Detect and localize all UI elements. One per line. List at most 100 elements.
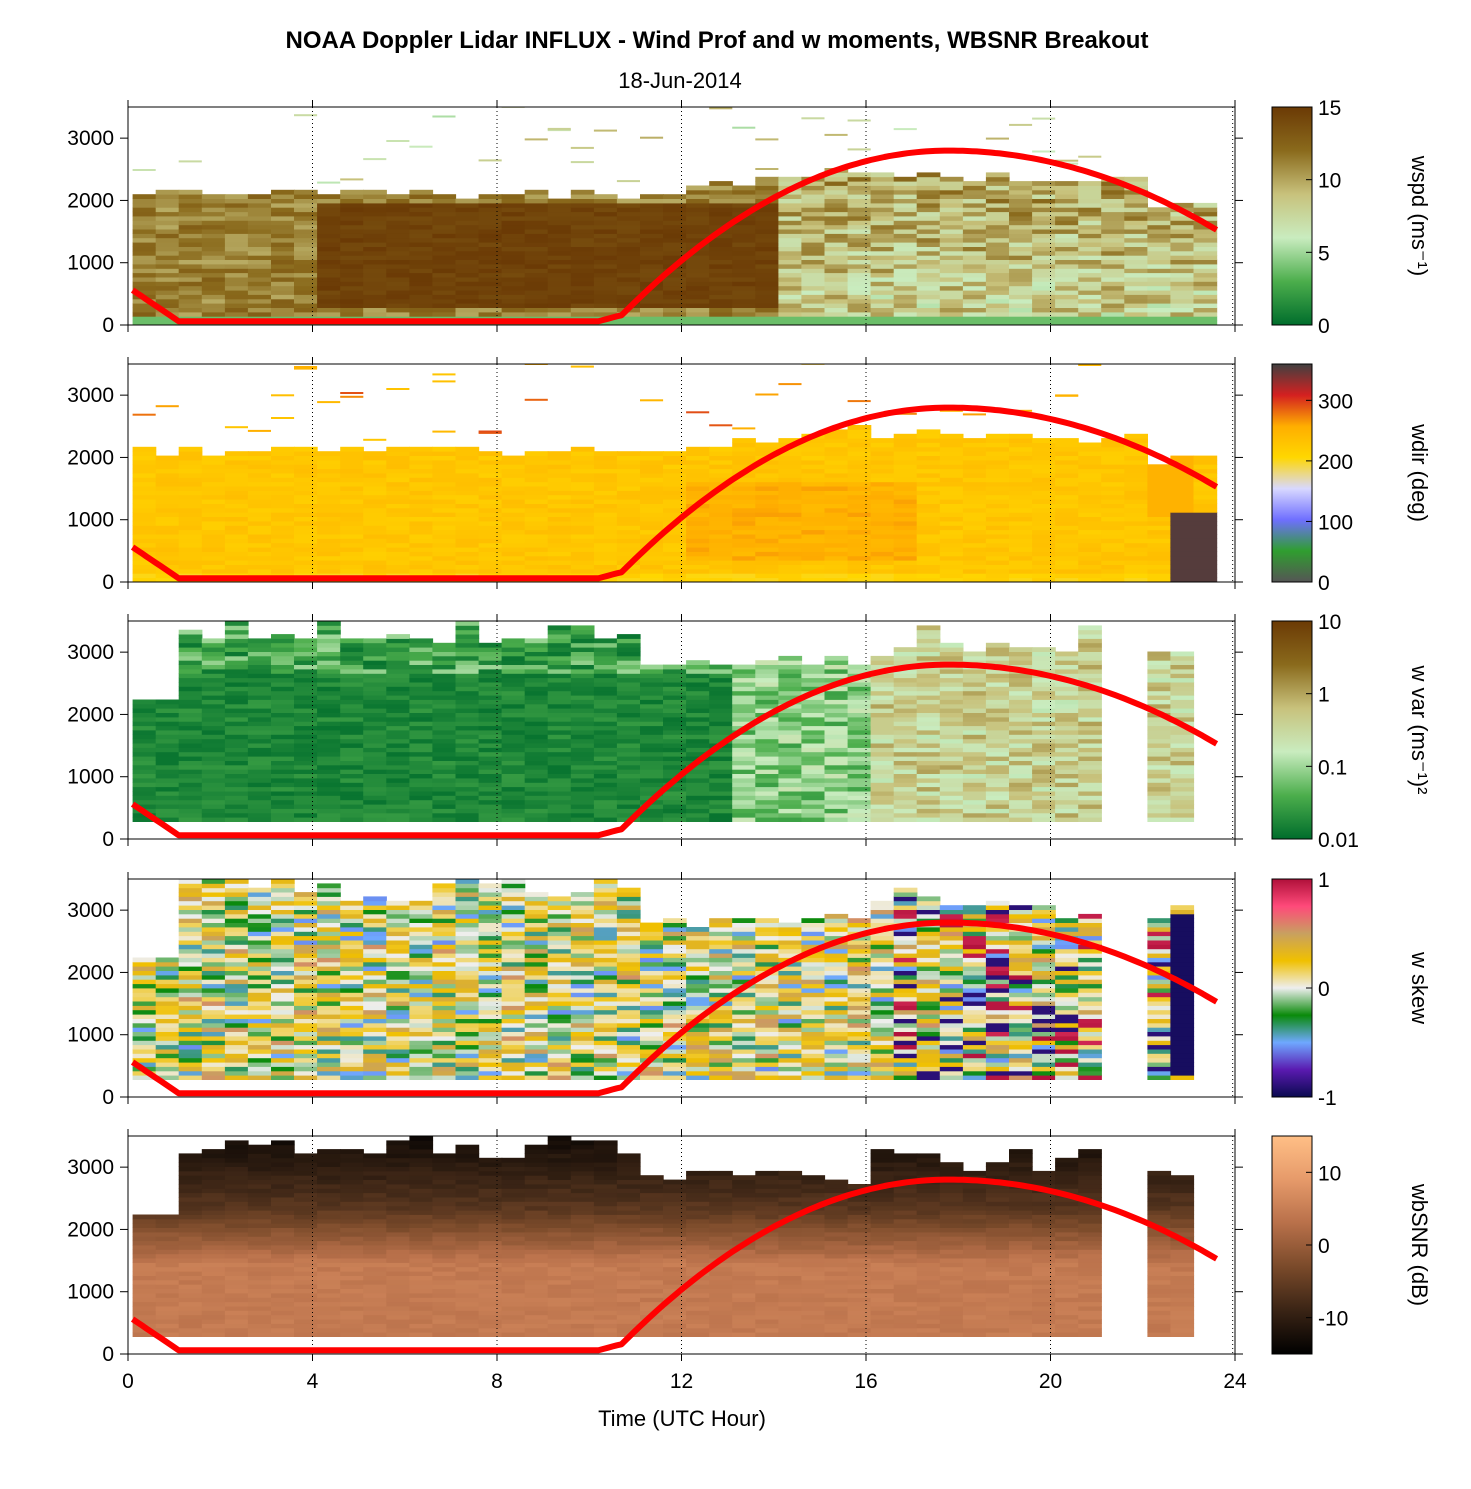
heatmap-cell <box>178 791 203 796</box>
heatmap-cell <box>1147 769 1172 774</box>
heatmap-cell <box>939 290 964 295</box>
heatmap-cell <box>478 747 503 753</box>
heatmap-cell <box>409 686 434 692</box>
heatmap-cell <box>962 804 987 809</box>
heatmap-cell <box>755 738 779 744</box>
heatmap-cell <box>640 136 664 139</box>
heatmap-cell <box>1147 812 1172 818</box>
heatmap-cell <box>386 673 410 679</box>
heatmap-cell <box>778 817 803 822</box>
heatmap-cell <box>593 246 618 252</box>
heatmap-cell <box>340 564 364 570</box>
heatmap-cell <box>247 712 272 718</box>
heatmap-cell <box>432 564 457 570</box>
heatmap-cell <box>616 264 641 269</box>
heatmap-cell <box>1078 494 1102 500</box>
heatmap-cell <box>432 808 457 814</box>
heatmap-cell <box>778 738 803 744</box>
heatmap-cell <box>1055 551 1079 557</box>
heatmap-cell <box>640 451 664 456</box>
heatmap-cell <box>962 499 987 504</box>
heatmap-cell <box>755 281 779 287</box>
heatmap-cell <box>363 791 387 796</box>
heatmap-cell <box>1147 804 1172 809</box>
heatmap-cell <box>340 473 364 478</box>
heatmap-cell <box>155 1066 180 1072</box>
heatmap-cell <box>732 320 756 325</box>
heatmap-cell <box>455 451 480 456</box>
heatmap-cell <box>616 242 641 247</box>
heatmap-cell <box>893 442 918 448</box>
heatmap-cell <box>1124 290 1148 295</box>
heatmap-cell <box>916 429 941 435</box>
heatmap-cell <box>1032 686 1056 692</box>
heatmap-cell <box>1147 734 1172 740</box>
heatmap-cell <box>663 220 687 226</box>
heatmap-cell <box>201 547 226 552</box>
heatmap-cell <box>778 507 803 513</box>
heatmap-cell <box>593 651 618 657</box>
heatmap-cell <box>363 756 387 761</box>
heatmap-cell <box>962 743 987 748</box>
heatmap-cell <box>224 647 249 652</box>
heatmap-cell <box>916 568 941 574</box>
heatmap-cell <box>178 264 203 269</box>
heatmap-cell <box>1170 481 1195 487</box>
heatmap-cell <box>985 529 1010 535</box>
heatmap-cell <box>801 259 826 265</box>
heatmap-cell <box>201 294 226 300</box>
heatmap-cell <box>778 477 803 483</box>
heatmap-cell <box>1055 259 1079 265</box>
heatmap-cell <box>801 499 826 504</box>
heatmap-cell <box>916 634 941 639</box>
heatmap-cell <box>294 703 318 709</box>
heatmap-cell <box>271 547 295 552</box>
heatmap-cell <box>155 751 180 757</box>
heatmap-cell <box>317 224 341 230</box>
heatmap-cell <box>640 695 664 700</box>
heatmap-cell <box>409 808 434 814</box>
heatmap-cell <box>1124 176 1148 182</box>
heatmap-cell <box>386 534 410 539</box>
heatmap-cell <box>962 555 987 561</box>
heatmap-cell <box>1009 507 1033 513</box>
heatmap-cell <box>201 560 226 565</box>
heatmap-cell <box>962 716 987 722</box>
heatmap-cell <box>247 451 272 456</box>
heatmap-cell <box>386 538 410 544</box>
heatmap-cell <box>409 307 434 313</box>
heatmap-cell <box>939 695 964 700</box>
heatmap-cell <box>501 638 526 644</box>
heatmap-cell <box>1078 181 1102 186</box>
heatmap-cell <box>893 699 918 705</box>
heatmap-cell <box>432 202 457 208</box>
heatmap-cell <box>916 534 941 539</box>
heatmap-cell <box>1032 464 1056 470</box>
heatmap-cell <box>478 712 503 718</box>
heatmap-cell <box>847 207 872 213</box>
heatmap-cell <box>916 682 941 687</box>
heatmap-cell <box>340 560 364 565</box>
heatmap-cell <box>1078 285 1102 291</box>
heatmap-cell <box>640 738 664 744</box>
heatmap-cell <box>1032 538 1056 544</box>
heatmap-cell <box>985 503 1010 509</box>
heatmap-cell <box>317 791 341 796</box>
heatmap-cell <box>755 486 779 491</box>
heatmap-cell <box>409 647 434 652</box>
heatmap-cell <box>755 494 779 500</box>
heatmap-cell <box>247 660 272 665</box>
heatmap-cell <box>801 181 826 186</box>
heatmap-cell <box>824 708 849 713</box>
heatmap-cell <box>732 246 756 252</box>
heatmap-cell <box>501 233 526 239</box>
heatmap-cell <box>801 773 826 779</box>
heatmap-cell <box>755 817 779 822</box>
heatmap-cell <box>1032 560 1056 565</box>
heatmap-cell <box>363 194 387 199</box>
heatmap-cell <box>294 290 318 295</box>
heatmap-cell <box>201 721 226 727</box>
heatmap-cell <box>247 525 272 531</box>
heatmap-cell <box>870 272 895 278</box>
heatmap-cell <box>916 473 941 478</box>
